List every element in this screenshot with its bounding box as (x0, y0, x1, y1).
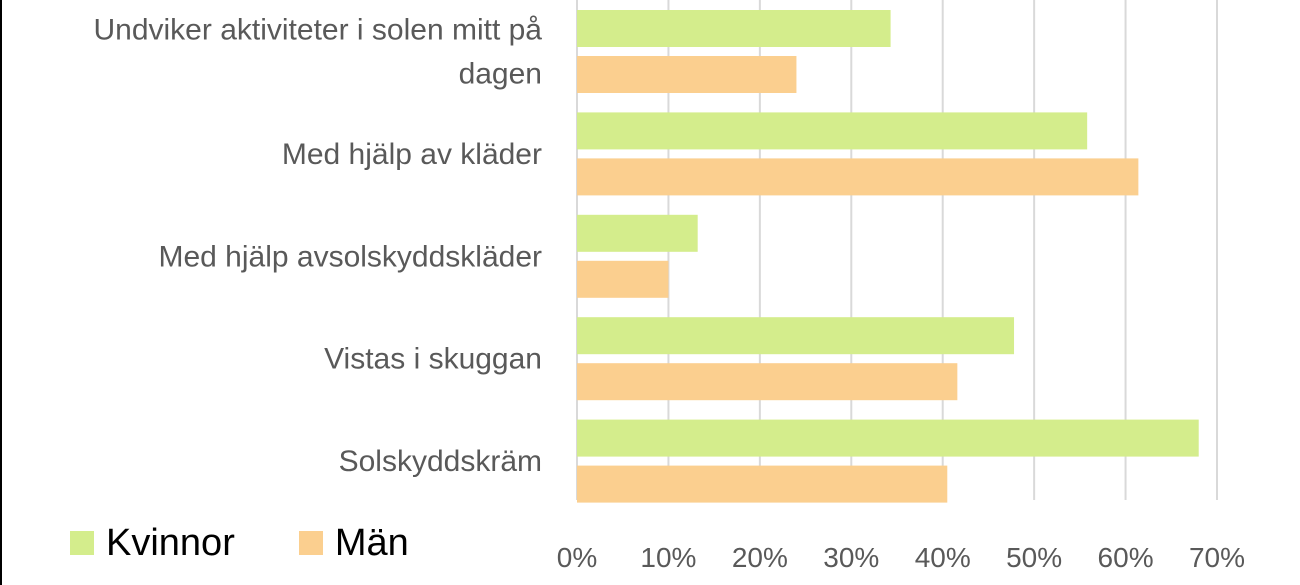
legend: Kvinnor Män (70, 524, 409, 562)
category-label: Vistas i skuggan (324, 343, 542, 376)
x-tick-label: 0% (557, 542, 597, 573)
left-border (0, 0, 2, 585)
bar-m-n-3 (577, 363, 958, 401)
category-labels: Undviker aktiviteter i solen mitt på dage… (93, 14, 542, 479)
category-label: Undviker aktiviteter i solen mitt på dage… (93, 14, 542, 91)
legend-swatch-man (298, 531, 323, 555)
bars (577, 10, 1199, 503)
bar-kvinnor-2 (577, 214, 698, 252)
bar-m-n-1 (577, 158, 1139, 196)
bar-kvinnor-0 (577, 10, 891, 47)
bar-m-n-2 (577, 260, 669, 298)
bar-kvinnor-4 (577, 419, 1199, 457)
category-label: Med hjälp av kläder (282, 138, 542, 171)
bar-m-n-4 (577, 465, 948, 503)
legend-label-man: Män (334, 522, 409, 564)
x-tick-label: 20% (732, 542, 788, 573)
bar-m-n-0 (577, 56, 797, 93)
legend-item-man: Män (298, 522, 409, 564)
legend-item-kvinnor: Kvinnor (70, 524, 235, 562)
x-tick-label: 30% (823, 542, 879, 573)
x-tick-label: 60% (1098, 542, 1154, 573)
legend-swatch-kvinnor (70, 531, 94, 555)
category-label: Med hjälp avsolskyddskläder (158, 240, 542, 273)
x-tick-label: 70% (1189, 542, 1245, 573)
legend-label-kvinnor: Kvinnor (106, 522, 235, 564)
bar-kvinnor-3 (577, 317, 1015, 355)
x-tick-label: 50% (1006, 542, 1062, 573)
x-tick-labels: 0% 10% 20% 30% 40% 50% 60% 70% (557, 542, 1245, 573)
x-tick-label: 10% (640, 542, 696, 573)
bar-kvinnor-1 (577, 112, 1088, 150)
category-label: Solskyddskräm (339, 445, 542, 478)
x-tick-label: 40% (915, 542, 971, 573)
